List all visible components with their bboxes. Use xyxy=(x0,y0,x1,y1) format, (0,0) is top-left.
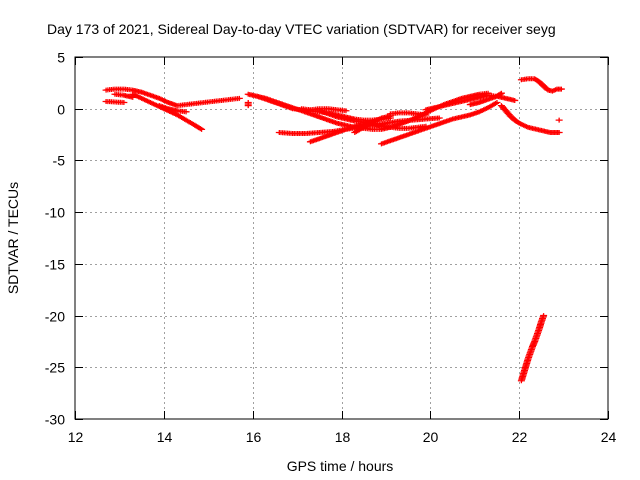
y-tick-label: 5 xyxy=(57,50,65,66)
data-point xyxy=(555,117,563,123)
ticks-layer xyxy=(75,57,609,420)
data-series-track-e xyxy=(155,103,190,115)
data-series-track-c xyxy=(111,91,137,100)
data-point xyxy=(557,86,565,92)
data-series-track-u xyxy=(517,313,548,384)
data-series-track-l xyxy=(315,108,430,131)
data-series-track-p xyxy=(422,92,519,113)
x-tick-label: 18 xyxy=(335,429,351,445)
data-series-track-t xyxy=(555,117,563,123)
data-point xyxy=(511,97,519,103)
data-series-track-o xyxy=(386,110,430,118)
data-point xyxy=(422,112,430,118)
data-series-track-r xyxy=(497,103,563,136)
y-tick-label: 0 xyxy=(57,102,65,118)
y-axis-title: SDTVAR / TECUs xyxy=(5,182,21,294)
x-tick-label: 22 xyxy=(512,429,528,445)
data-point xyxy=(497,90,505,96)
y-tick-label: -5 xyxy=(53,153,66,169)
data-series-track-s xyxy=(517,76,565,94)
x-tick-label: 20 xyxy=(423,429,439,445)
y-tick-label: -25 xyxy=(45,360,65,376)
y-tick-label: -10 xyxy=(45,205,65,221)
y-tick-label: -15 xyxy=(45,257,65,273)
data-point xyxy=(496,91,504,97)
data-point xyxy=(493,100,501,106)
x-axis-title: GPS time / hours xyxy=(287,458,394,474)
x-tick-label: 14 xyxy=(157,429,173,445)
chart-title: Day 173 of 2021, Sidereal Day-to-day VTE… xyxy=(47,21,556,37)
data-layer xyxy=(102,76,565,384)
labels-layer: 12 14 16 18 20 22 24 5 0 -5 -10 -15 -20 -25 -30 xyxy=(45,50,617,446)
data-point xyxy=(182,109,190,115)
data-point xyxy=(196,126,204,132)
y-tick-label: -30 xyxy=(45,412,65,428)
data-point xyxy=(540,313,548,319)
data-point xyxy=(244,100,252,106)
data-series-track-a xyxy=(102,86,243,109)
x-tick-label: 12 xyxy=(68,429,84,445)
y-tick-label: -20 xyxy=(45,309,65,325)
plot-frame xyxy=(74,56,609,420)
data-point xyxy=(491,100,499,106)
data-series-track-k xyxy=(298,106,350,114)
data-series-track-n xyxy=(377,100,501,147)
data-point xyxy=(120,100,128,106)
x-tick-label: 16 xyxy=(246,429,262,445)
data-point xyxy=(342,108,350,114)
data-point xyxy=(198,126,206,132)
data-point xyxy=(235,95,243,101)
data-series-track-m xyxy=(351,113,394,136)
data-series-track-q xyxy=(466,90,505,108)
data-series-track-f xyxy=(244,100,252,109)
x-tick-label: 24 xyxy=(601,429,617,445)
data-point xyxy=(555,130,563,136)
data-series-track-b xyxy=(102,98,128,106)
data-point xyxy=(435,115,443,121)
